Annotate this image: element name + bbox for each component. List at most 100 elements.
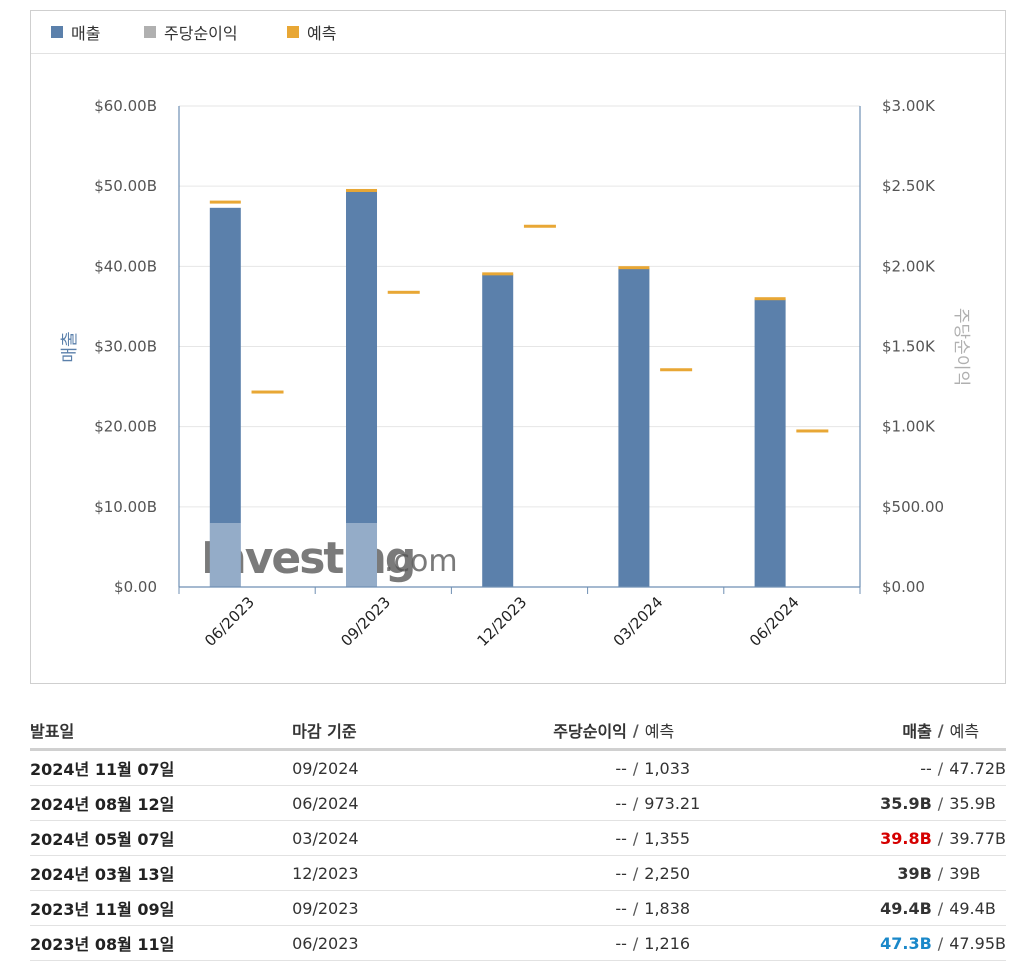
row-period: 12/2023 xyxy=(292,855,447,891)
row-revenue-forecast: 47.95B xyxy=(949,933,1006,953)
header-eps[interactable]: 주당순이익 / 예측 xyxy=(446,712,702,751)
right-tick-label: $1.50K xyxy=(882,338,936,356)
row-revenue-separator: / xyxy=(937,863,944,883)
header-revenue-label: 매출 xyxy=(902,722,932,741)
right-axis-title: 주당순이익 xyxy=(951,308,971,386)
row-date: 2024년 11월 07일 xyxy=(30,749,293,786)
x-tick-label: 06/2023 xyxy=(201,593,258,650)
eps-forecast-mark xyxy=(660,368,693,372)
bar-watermark-overlap xyxy=(209,523,241,587)
legend-item-forecast[interactable]: 예측 xyxy=(287,22,336,43)
left-tick-label: $20.00B xyxy=(94,418,157,436)
revenue-bar xyxy=(346,190,378,587)
left-tick-label: $50.00B xyxy=(94,177,157,195)
row-eps-separator: / xyxy=(632,898,639,918)
row-revenue-separator: / xyxy=(937,933,944,953)
eps-forecast-mark xyxy=(523,224,556,228)
row-eps-separator: / xyxy=(632,863,639,883)
right-tick-label: $2.00K xyxy=(882,257,936,275)
row-eps-forecast: 1,033 xyxy=(644,758,691,778)
legend-item-revenue[interactable]: 매출 xyxy=(51,22,101,43)
table-row: 2023년 08월 11일 06/2023 --/1,216 47.3B/47.… xyxy=(30,925,1006,961)
right-tick-label: $0.00 xyxy=(882,578,925,596)
revenue-bar xyxy=(754,299,786,587)
grid-lines xyxy=(179,105,860,508)
revenue-forecast-mark xyxy=(209,200,241,204)
table-row: 2024년 08월 12일 06/2024 --/973.21 35.9B/35… xyxy=(30,785,1006,821)
legend-label-revenue: 매출 xyxy=(71,24,101,43)
eps-forecast-mark xyxy=(796,429,829,433)
revenue-bars xyxy=(209,190,786,588)
row-eps-forecast: 2,250 xyxy=(644,863,691,883)
row-revenue-forecast: 39.77B xyxy=(949,828,1006,848)
x-tick-label: 09/2023 xyxy=(337,593,394,650)
earnings-chart-panel: 매출 주당순이익 예측 Investing .com $0.00 $0.00 $10… xyxy=(30,10,1006,684)
left-tick-label: $30.00B xyxy=(94,338,157,356)
header-eps-forecast: 예측 xyxy=(644,722,675,741)
chart-legend: 매출 주당순이익 예측 xyxy=(31,11,1005,54)
row-eps: -- xyxy=(615,863,627,883)
right-tick-label: $1.00K xyxy=(882,418,936,436)
row-period: 09/2024 xyxy=(292,749,447,786)
row-revenue-separator: / xyxy=(937,828,944,848)
row-revenue: 35.9B xyxy=(880,793,932,813)
header-revenue[interactable]: 매출 / 예측 xyxy=(701,712,1006,751)
row-eps-separator: / xyxy=(632,828,639,848)
table-row: 2024년 05월 07일 03/2024 --/1,355 39.8B/39.… xyxy=(30,820,1006,856)
left-tick-label: $10.00B xyxy=(94,498,157,516)
legend-swatch-eps xyxy=(144,26,156,38)
row-date: 2024년 05월 07일 xyxy=(30,820,293,856)
row-period: 06/2024 xyxy=(292,785,447,821)
legend-item-eps[interactable]: 주당순이익 xyxy=(144,22,238,43)
row-revenue-forecast: 47.72B xyxy=(949,758,1006,778)
row-revenue-forecast: 35.9B xyxy=(949,793,996,813)
eps-forecast-mark xyxy=(387,290,420,294)
revenue-bar xyxy=(482,274,514,587)
row-eps: -- xyxy=(615,828,627,848)
right-tick-label: $500.00 xyxy=(882,498,944,516)
row-revenue-separator: / xyxy=(937,758,944,778)
watermark-suffix: .com xyxy=(384,544,458,579)
legend-swatch-revenue xyxy=(51,26,63,38)
x-tick-label: 03/2024 xyxy=(610,593,667,650)
row-eps: -- xyxy=(615,793,627,813)
legend-swatch-forecast xyxy=(287,26,299,38)
row-period: 03/2024 xyxy=(292,820,447,856)
revenue-bar xyxy=(209,207,241,588)
row-revenue: 49.4B xyxy=(880,898,932,918)
table-row: 2024년 11월 07일 09/2024 --/1,033 --/47.72B xyxy=(30,749,1006,786)
row-date: 2024년 08월 12일 xyxy=(30,785,293,821)
forecast-marks xyxy=(209,188,829,433)
revenue-forecast-mark xyxy=(346,188,378,192)
row-date: 2024년 03월 13일 xyxy=(30,855,293,891)
row-date: 2023년 11월 09일 xyxy=(30,890,293,926)
revenue-bar xyxy=(618,267,650,587)
row-eps-forecast: 1,216 xyxy=(644,933,691,953)
right-tick-label: $2.50K xyxy=(882,177,936,195)
row-eps-forecast: 1,355 xyxy=(644,828,691,848)
eps-forecast-mark xyxy=(251,390,284,394)
table-row: 2024년 03월 13일 12/2023 --/2,250 39B/39B xyxy=(30,855,1006,891)
x-tick-label: 06/2024 xyxy=(746,593,803,650)
right-tick-label: $3.00K xyxy=(882,97,936,115)
revenue-forecast-mark xyxy=(482,272,514,276)
header-period[interactable]: 마감 기준 xyxy=(292,712,447,751)
header-revenue-separator: / xyxy=(937,720,944,740)
table-row: 2023년 11월 09일 09/2023 --/1,838 49.4B/49.… xyxy=(30,890,1006,926)
row-eps-separator: / xyxy=(632,933,639,953)
left-tick-label: $60.00B xyxy=(94,97,157,115)
row-revenue-separator: / xyxy=(937,898,944,918)
header-eps-separator: / xyxy=(632,720,639,740)
revenue-forecast-mark xyxy=(754,297,786,301)
row-eps-separator: / xyxy=(632,793,639,813)
row-eps-separator: / xyxy=(632,758,639,778)
revenue-forecast-mark xyxy=(618,266,650,270)
left-tick-label: $40.00B xyxy=(94,257,157,275)
row-date: 2023년 08월 11일 xyxy=(30,925,293,961)
left-axis-title: 매출 xyxy=(60,331,80,362)
row-revenue-forecast: 39B xyxy=(949,863,981,883)
row-revenue: -- xyxy=(920,758,932,778)
row-revenue: 39.8B xyxy=(880,828,932,848)
header-date[interactable]: 발표일 xyxy=(30,712,293,751)
row-revenue: 39B xyxy=(897,863,932,883)
